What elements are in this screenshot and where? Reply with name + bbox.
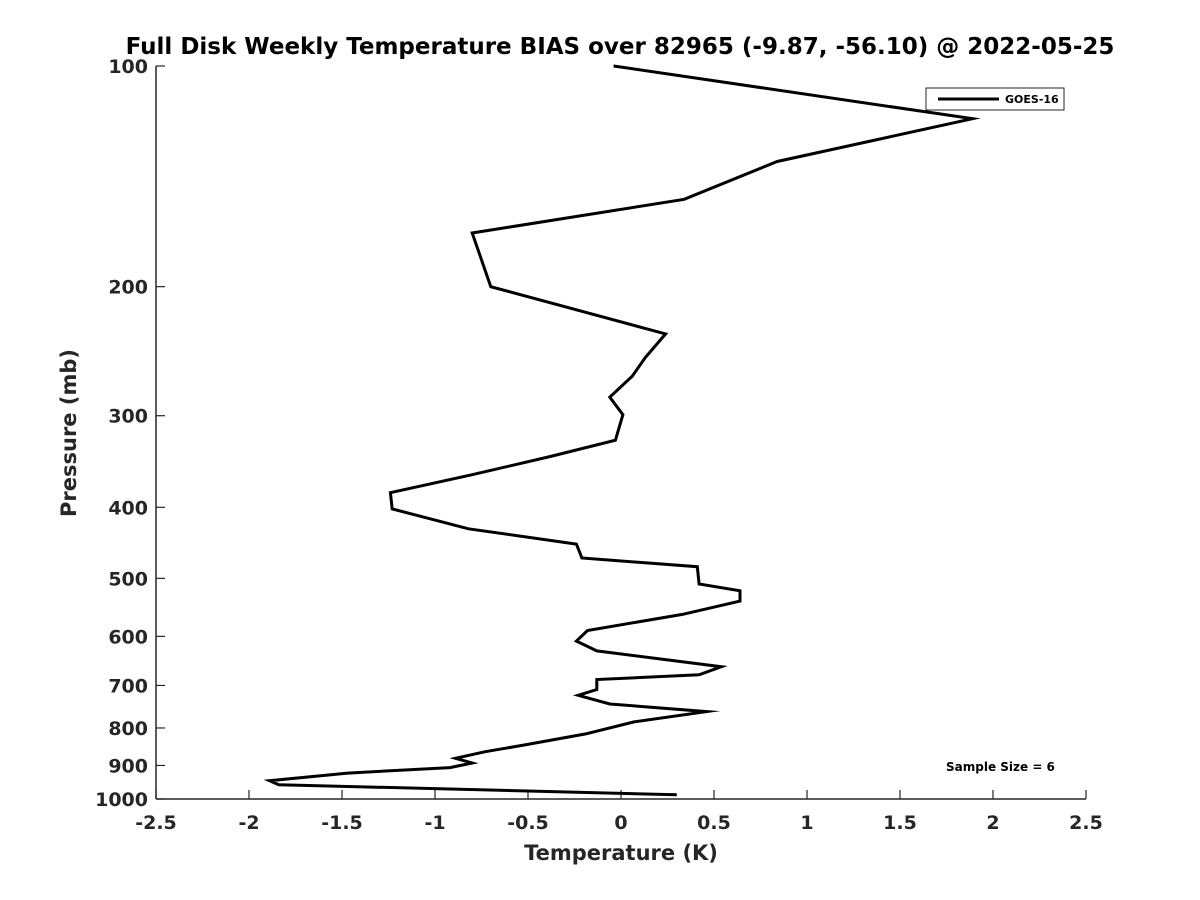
x-tick-label: -1 xyxy=(424,812,445,834)
plot-area: -2.5 -2 -1.5 -1 -0.5 0 0.5 1 1.5 2 2.5 100 200 300 40… xyxy=(95,56,1103,834)
x-tick-label: -2.5 xyxy=(135,812,177,834)
y-tick-label: 800 xyxy=(108,718,148,740)
x-tick-label: 2.5 xyxy=(1069,812,1103,834)
series-layer xyxy=(263,64,981,797)
x-tick-label: -0.5 xyxy=(507,812,549,834)
x-tick-label: 1.5 xyxy=(883,812,917,834)
x-ticks: -2.5 -2 -1.5 -1 -0.5 0 0.5 1 1.5 2 2.5 xyxy=(135,790,1103,834)
y-tick-label: 200 xyxy=(108,277,148,299)
y-tick-label: 1000 xyxy=(95,789,148,811)
y-tick-label: 700 xyxy=(108,675,148,697)
x-tick-label: -2 xyxy=(238,812,259,834)
sample-size-annotation: Sample Size = 6 xyxy=(946,760,1055,774)
x-axis-label: Temperature (K) xyxy=(524,841,718,865)
x-tick-label: 2 xyxy=(986,812,999,834)
y-tick-label: 300 xyxy=(108,406,148,428)
y-tick-label: 900 xyxy=(108,755,148,777)
legend-label: GOES-16 xyxy=(1005,93,1059,106)
chart-title: Full Disk Weekly Temperature BIAS over 8… xyxy=(126,34,1115,60)
series-line-goes-16 xyxy=(263,64,981,797)
y-tick-label: 400 xyxy=(108,497,148,519)
y-ticks: 100 200 300 400 500 600 700 800 900 1000 xyxy=(95,56,165,811)
y-tick-label: 100 xyxy=(108,56,148,78)
legend: GOES-16 xyxy=(925,87,1065,111)
x-tick-label: 0.5 xyxy=(697,812,731,834)
x-tick-label: 1 xyxy=(800,812,813,834)
y-axis-label: Pressure (mb) xyxy=(57,349,81,517)
y-tick-label: 500 xyxy=(108,568,148,590)
y-tick-label: 600 xyxy=(108,626,148,648)
x-tick-label: 0 xyxy=(614,812,627,834)
x-tick-label: -1.5 xyxy=(321,812,363,834)
